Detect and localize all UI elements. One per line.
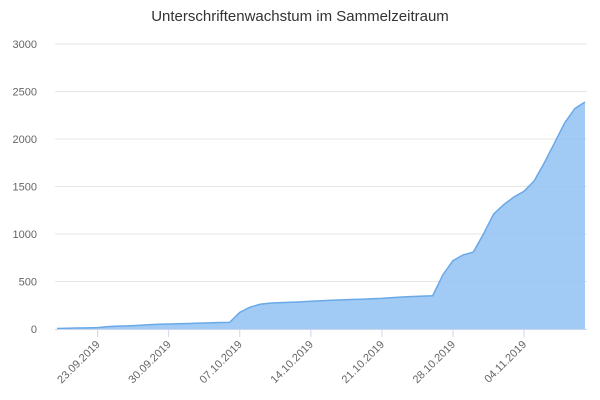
series-line [56, 101, 586, 330]
x-axis: 23.09.2019 30.09.2019 07.10.2019 14.10.2019… [55, 329, 587, 386]
x-tick-label: 04.11.2019 [482, 339, 529, 386]
y-axis-tick-labels: 0 500 1000 1500 2000 2500 3000 [13, 39, 37, 336]
y-tick-label: 0 [31, 324, 37, 336]
chart-title: Unterschriftenwachstum im Sammelzeitraum [151, 8, 449, 25]
x-tick-label: 28.10.2019 [411, 339, 458, 386]
y-tick-label: 2500 [13, 87, 37, 99]
y-tick-label: 2000 [13, 134, 37, 146]
x-tick-label: 07.10.2019 [197, 339, 244, 386]
y-tick-label: 1500 [13, 182, 37, 194]
x-tick-label: 23.09.2019 [55, 339, 102, 386]
y-tick-label: 3000 [13, 39, 37, 51]
x-tick-label: 30.09.2019 [126, 339, 173, 386]
y-tick-label: 500 [19, 277, 37, 289]
series-area [56, 101, 586, 330]
x-tick-label: 14.10.2019 [269, 339, 316, 386]
x-tick-label: 21.10.2019 [340, 339, 387, 386]
area-fill [57, 101, 585, 329]
y-tick-label: 1000 [13, 229, 37, 241]
